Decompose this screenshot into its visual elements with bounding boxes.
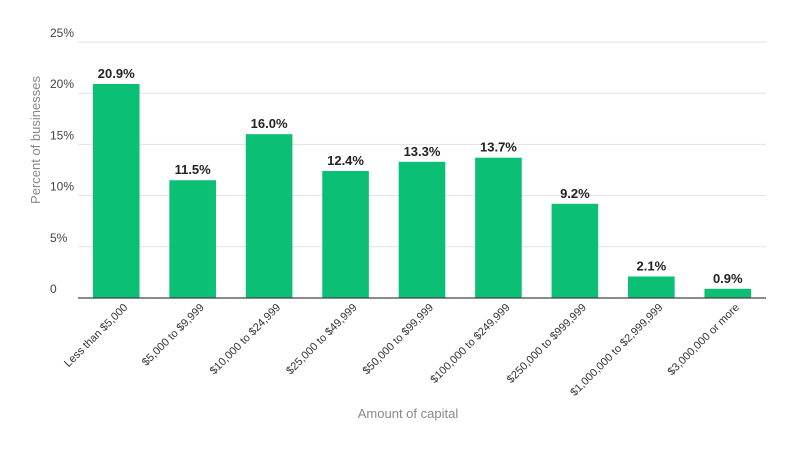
x-tick-label: $25,000 to $49,999 — [284, 302, 360, 378]
x-axis-title: Amount of capital — [358, 406, 459, 421]
data-label: 11.5% — [175, 162, 212, 177]
data-label: 16.0% — [251, 116, 288, 131]
bar — [628, 276, 675, 298]
y-tick-label: 5% — [50, 231, 68, 245]
data-label: 13.3% — [404, 144, 441, 159]
x-tick-label: $50,000 to $99,999 — [361, 302, 437, 378]
bar — [92, 83, 140, 298]
y-tick-label: 20% — [50, 77, 74, 91]
bar — [551, 203, 599, 298]
data-label: 2.1% — [637, 258, 667, 273]
y-tick-label: 10% — [50, 180, 74, 194]
data-label: 12.4% — [327, 153, 364, 168]
bar — [322, 171, 369, 298]
x-tick-label: $100,000 to $249,999 — [428, 302, 512, 386]
data-label: 0.9% — [713, 271, 743, 286]
data-label: 9.2% — [560, 186, 590, 201]
y-tick-label: 25% — [50, 26, 74, 40]
data-label: 20.9% — [98, 66, 135, 81]
bar — [245, 134, 293, 298]
x-axis-ticks: Less than $5,000 $5,000 to $9,999 $10,000 … — [62, 302, 742, 399]
bar — [169, 180, 216, 298]
bars — [92, 83, 752, 298]
y-tick-label: 0 — [50, 282, 57, 296]
bar — [398, 161, 446, 298]
x-tick-label: $10,000 to $24,999 — [208, 302, 284, 378]
x-tick-label: $5,000 to $9,999 — [140, 302, 207, 369]
data-labels: 20.9% 11.5% 16.0% 12.4% 13.3% 13.7% 9.2% 2.1% 0.… — [98, 66, 743, 286]
y-tick-label: 15% — [50, 128, 74, 142]
y-axis-ticks: 0 5% 10% 15% 20% 25% — [50, 26, 74, 296]
data-label: 13.7% — [480, 140, 517, 155]
x-tick-label: Less than $5,000 — [62, 302, 130, 370]
bar — [704, 288, 752, 298]
bar — [475, 157, 522, 298]
x-tick-label: $250,000 to $999,999 — [505, 302, 589, 386]
x-tick-label: $3,000,000 or more — [666, 302, 742, 378]
y-axis-title: Percent of businesses — [28, 76, 43, 204]
